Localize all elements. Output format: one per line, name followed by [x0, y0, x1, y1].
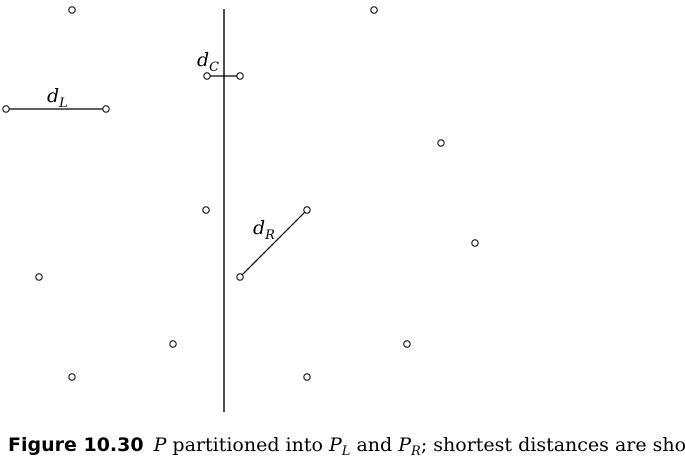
point [236, 273, 244, 281]
caption-text-2: and [350, 434, 399, 456]
point [403, 340, 411, 348]
caption-pl: P [328, 434, 342, 456]
point-set [2, 6, 479, 381]
point [35, 273, 43, 281]
label-d-right: dR [253, 217, 275, 243]
caption-pr-sub: R [411, 444, 421, 459]
label-d-left-sub: L [58, 96, 68, 111]
point [303, 373, 311, 381]
caption-pr: P [398, 434, 412, 456]
label-d-center-main: d [197, 49, 209, 71]
figure-label: Figure 10.30 [8, 434, 144, 456]
point [437, 139, 445, 147]
point [236, 72, 244, 80]
label-d-right-main: d [253, 217, 265, 239]
label-d-right-sub: R [264, 228, 275, 243]
label-d-left: dL [47, 85, 68, 111]
point [303, 206, 311, 214]
point [2, 105, 10, 113]
label-d-center-sub: C [209, 60, 219, 75]
point [202, 206, 210, 214]
segment-d-right [239, 209, 308, 278]
point [68, 6, 76, 14]
label-d-center: dC [197, 49, 219, 75]
caption-text-3: ; shortest distances are shown [420, 434, 685, 456]
point [102, 105, 110, 113]
point [370, 6, 378, 14]
figure-caption: Figure 10.30 P partitioned into PL and PR… [8, 433, 685, 459]
diagram-canvas: dL dC dR [2, 6, 479, 412]
point [68, 373, 76, 381]
label-d-left-main: d [47, 85, 59, 107]
point [471, 239, 479, 247]
caption-p: P [153, 434, 167, 456]
point [203, 72, 211, 80]
point [169, 340, 177, 348]
caption-text-1: partitioned into [166, 434, 329, 456]
caption-pl-sub: L [341, 444, 351, 459]
